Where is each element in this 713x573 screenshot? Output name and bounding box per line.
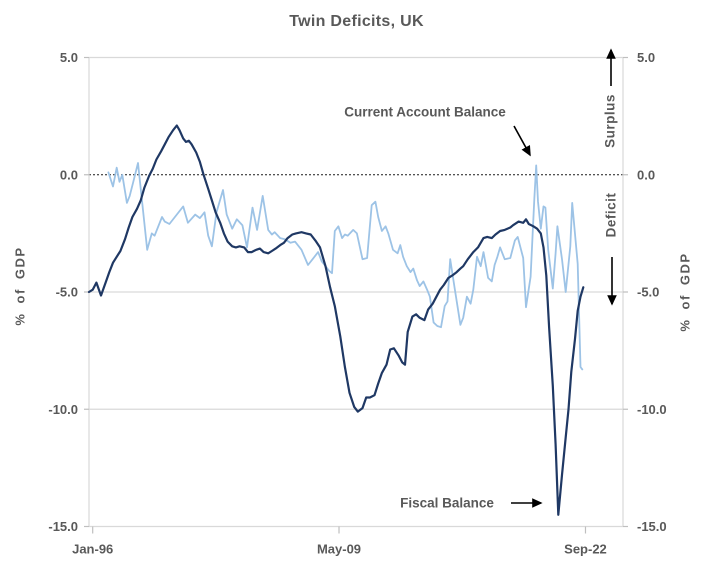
y-axis-label-right: % of GDP — [677, 252, 693, 332]
tick-labels: 5.0 5.0 0.0 0.0 -5.0 -5.0 -10.0 -10.0 -15.0 -15.0… — [48, 50, 666, 556]
y-axis-label-left: % of GDP — [12, 246, 28, 326]
y-tick-label-right: 5.0 — [637, 50, 655, 65]
y-tick-label-right: -15.0 — [637, 519, 667, 534]
y-tick-label-right: 0.0 — [637, 167, 655, 182]
y-tick-label-left: -15.0 — [48, 519, 78, 534]
current-account-arrow — [513, 125, 531, 157]
y-tick-label-left: 5.0 — [60, 50, 78, 65]
annotation-arrows — [511, 48, 617, 508]
y-tick-label-right: -10.0 — [637, 402, 667, 417]
current-account-annotation: Current Account Balance — [344, 104, 506, 120]
deficit-label: Deficit — [603, 192, 619, 238]
chart-title: Twin Deficits, UK — [289, 13, 424, 30]
y-tick-label-right: -5.0 — [637, 285, 659, 300]
fiscal-balance-annotation: Fiscal Balance — [400, 495, 494, 511]
fiscal-balance-line — [87, 124, 585, 516]
x-tick-label: May-09 — [317, 542, 361, 557]
y-tick-label-left: -10.0 — [48, 402, 78, 417]
surplus-label: Surplus — [602, 94, 618, 148]
y-tick-label-left: 0.0 — [60, 167, 78, 182]
y-tick-label-left: -5.0 — [56, 285, 78, 300]
x-tick-label: Sep-22 — [564, 542, 607, 557]
gridlines — [89, 56, 623, 528]
x-tick-label: Jan-96 — [72, 542, 113, 557]
current-account-line — [107, 162, 584, 371]
